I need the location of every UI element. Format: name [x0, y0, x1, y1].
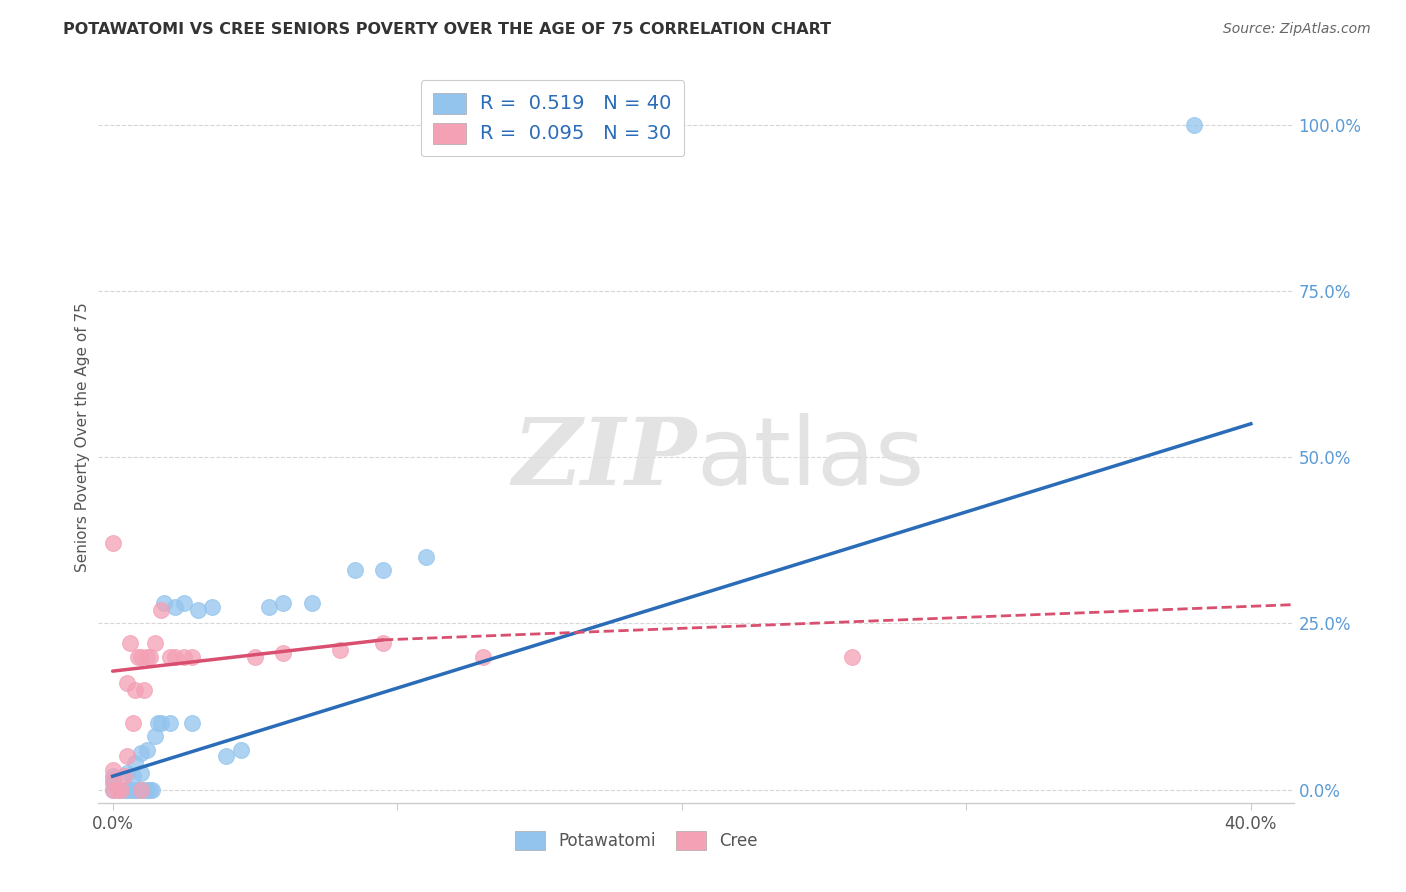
Point [841, 649, 863, 664]
Point [343, 563, 366, 577]
Point [159, 649, 181, 664]
Point [153, 596, 176, 610]
Point [1182, 118, 1205, 132]
Point [101, 782, 124, 797]
Text: Source: ZipAtlas.com: Source: ZipAtlas.com [1223, 22, 1371, 37]
Point [115, 765, 138, 780]
Point [181, 716, 204, 731]
Point [112, 782, 135, 797]
Point [101, 772, 124, 787]
Point [135, 782, 157, 797]
Point [118, 782, 141, 797]
Point [107, 782, 129, 797]
Point [124, 782, 146, 797]
Point [112, 769, 135, 783]
Point [165, 649, 187, 664]
Point [129, 782, 152, 797]
Point [141, 782, 163, 797]
Point [329, 643, 352, 657]
Text: ZIP: ZIP [512, 414, 696, 504]
Point [118, 636, 141, 650]
Point [121, 716, 143, 731]
Point [129, 746, 152, 760]
Point [273, 596, 295, 610]
Point [124, 682, 146, 697]
Point [129, 649, 152, 664]
Point [101, 536, 124, 550]
Point [371, 636, 394, 650]
Point [121, 782, 143, 797]
Point [143, 636, 166, 650]
Point [150, 603, 173, 617]
Point [121, 769, 143, 783]
Point [101, 769, 124, 783]
Point [273, 646, 295, 660]
Point [148, 716, 170, 731]
Point [143, 729, 166, 743]
Point [173, 649, 195, 664]
Point [135, 649, 157, 664]
Text: atlas: atlas [696, 413, 924, 505]
Point [173, 596, 195, 610]
Point [229, 742, 252, 756]
Point [471, 649, 494, 664]
Point [243, 649, 266, 664]
Point [150, 716, 173, 731]
Y-axis label: Seniors Poverty Over the Age of 75: Seniors Poverty Over the Age of 75 [75, 302, 90, 572]
Point [135, 742, 157, 756]
Point [127, 649, 149, 664]
Legend: Potawatomi, Cree: Potawatomi, Cree [508, 824, 765, 856]
Point [132, 782, 155, 797]
Point [187, 603, 209, 617]
Point [127, 782, 149, 797]
Point [129, 765, 152, 780]
Point [159, 716, 181, 731]
Point [115, 782, 138, 797]
Point [257, 599, 280, 614]
Point [371, 563, 394, 577]
Point [124, 756, 146, 770]
Point [115, 749, 138, 764]
Point [110, 782, 132, 797]
Point [165, 599, 187, 614]
Text: POTAWATOMI VS CREE SENIORS POVERTY OVER THE AGE OF 75 CORRELATION CHART: POTAWATOMI VS CREE SENIORS POVERTY OVER … [63, 22, 831, 37]
Point [132, 682, 155, 697]
Point [181, 649, 204, 664]
Point [115, 676, 138, 690]
Point [138, 782, 160, 797]
Point [215, 749, 238, 764]
Point [301, 596, 323, 610]
Point [101, 776, 124, 790]
Point [110, 782, 132, 797]
Point [101, 782, 124, 797]
Point [201, 599, 224, 614]
Point [138, 649, 160, 664]
Point [415, 549, 437, 564]
Point [129, 782, 152, 797]
Point [101, 763, 124, 777]
